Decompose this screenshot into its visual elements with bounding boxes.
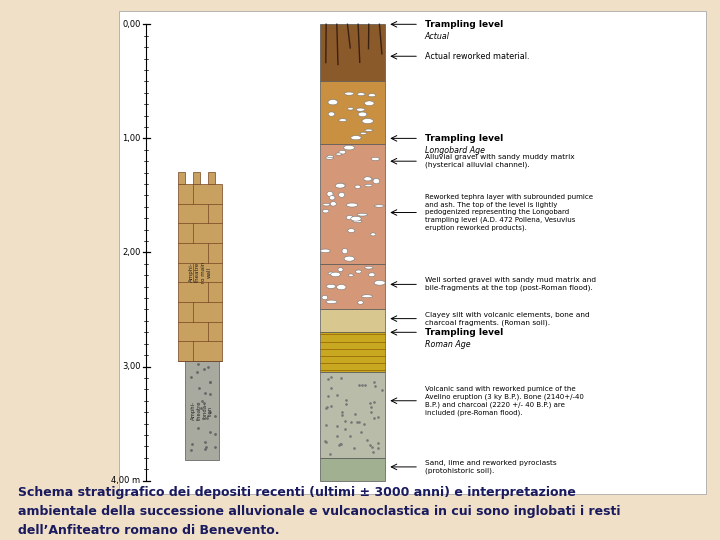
Ellipse shape [362, 118, 374, 124]
Ellipse shape [357, 93, 365, 96]
Ellipse shape [371, 233, 376, 236]
Ellipse shape [322, 295, 328, 300]
Ellipse shape [326, 300, 337, 303]
Text: Reworked tephra layer with subrounded pumice
and ash. The top of the level is li: Reworked tephra layer with subrounded pu… [425, 194, 593, 231]
Bar [320, 332, 385, 372]
Text: Actual reworked material.: Actual reworked material. [425, 52, 529, 60]
Ellipse shape [371, 157, 379, 160]
Ellipse shape [355, 185, 361, 188]
Bar [193, 172, 200, 184]
Bar [207, 172, 215, 184]
Text: 0,00: 0,00 [122, 20, 140, 29]
Ellipse shape [373, 179, 379, 184]
Ellipse shape [329, 195, 335, 200]
Text: 3,00: 3,00 [122, 362, 140, 371]
Ellipse shape [351, 217, 361, 221]
Ellipse shape [325, 157, 333, 159]
Ellipse shape [327, 191, 333, 197]
Ellipse shape [344, 256, 354, 261]
Bar [320, 24, 385, 82]
Ellipse shape [328, 112, 335, 116]
Ellipse shape [338, 268, 343, 272]
Ellipse shape [358, 112, 367, 117]
Ellipse shape [342, 248, 348, 254]
Ellipse shape [320, 249, 330, 253]
Text: Amphi-
theatre
ro main
wall: Amphi- theatre ro main wall [189, 262, 212, 283]
Text: 2,00: 2,00 [122, 248, 140, 257]
Ellipse shape [336, 183, 345, 188]
Text: Alluvial gravel with sandy muddy matrix
(hysterical alluvial channel).: Alluvial gravel with sandy muddy matrix … [425, 154, 575, 168]
Bar [320, 144, 385, 264]
Text: Well sorted gravel with sandy mud matrix and
bile-fragments at the top (post-Rom: Well sorted gravel with sandy mud matrix… [425, 278, 596, 292]
Ellipse shape [360, 132, 366, 134]
Text: Roman Age: Roman Age [425, 340, 470, 349]
Text: Actual: Actual [425, 32, 450, 40]
Ellipse shape [365, 184, 372, 187]
Ellipse shape [368, 93, 376, 97]
Ellipse shape [364, 101, 374, 106]
Ellipse shape [338, 192, 345, 198]
Ellipse shape [346, 203, 358, 207]
Bar [178, 172, 185, 184]
Ellipse shape [344, 92, 354, 95]
Bar [320, 309, 385, 332]
Ellipse shape [374, 280, 385, 285]
Ellipse shape [374, 205, 384, 207]
Ellipse shape [348, 229, 355, 233]
Ellipse shape [330, 272, 341, 276]
Ellipse shape [330, 201, 336, 206]
Text: Trampling level: Trampling level [425, 328, 503, 337]
Ellipse shape [337, 285, 346, 290]
Ellipse shape [351, 136, 361, 140]
Ellipse shape [358, 301, 364, 304]
Ellipse shape [364, 266, 373, 269]
Ellipse shape [353, 220, 362, 222]
Ellipse shape [326, 285, 336, 288]
Text: Longobard Age: Longobard Age [425, 146, 485, 155]
Ellipse shape [327, 155, 333, 158]
Bar [320, 372, 385, 458]
Text: Volcanic sand with reworked pumice of the
Avelino eruption (3 ky B.P.). Bone (21: Volcanic sand with reworked pumice of th… [425, 386, 584, 416]
Ellipse shape [365, 129, 373, 131]
Ellipse shape [328, 272, 334, 275]
Text: Trampling level: Trampling level [425, 134, 503, 143]
Ellipse shape [369, 273, 375, 276]
Bar [320, 24, 385, 82]
Ellipse shape [365, 178, 373, 181]
Bar [119, 11, 706, 494]
Ellipse shape [356, 270, 361, 273]
Ellipse shape [339, 150, 346, 154]
Ellipse shape [348, 274, 354, 276]
Text: Clayey silt with volcanic elements, bone and
charcoal fragments. (Roman soil).: Clayey silt with volcanic elements, bone… [425, 312, 590, 326]
Bar [320, 458, 385, 481]
Ellipse shape [364, 177, 372, 181]
Ellipse shape [348, 107, 354, 110]
Ellipse shape [338, 119, 347, 122]
Text: Trampling level: Trampling level [425, 20, 503, 29]
Bar [178, 184, 222, 361]
Ellipse shape [356, 108, 365, 111]
Ellipse shape [328, 99, 338, 105]
Text: 4,00 m: 4,00 m [112, 476, 140, 485]
Bar [320, 264, 385, 309]
Text: Amphi-
theatre
fonda-
tion: Amphi- theatre fonda- tion [191, 401, 213, 420]
Bar [320, 82, 385, 144]
Ellipse shape [336, 153, 342, 155]
Ellipse shape [361, 295, 372, 298]
Ellipse shape [323, 210, 329, 213]
Bar [185, 361, 219, 460]
Text: 1,00: 1,00 [122, 134, 140, 143]
Text: Schema stratigrafico dei depositi recenti (ultimi ± 3000 anni) e interpretazione: Schema stratigrafico dei depositi recent… [18, 487, 621, 537]
Ellipse shape [357, 213, 367, 216]
Ellipse shape [343, 145, 354, 150]
Text: Sand, lime and reworked pyroclasts
(protohistoric soil).: Sand, lime and reworked pyroclasts (prot… [425, 460, 557, 474]
Ellipse shape [323, 204, 330, 206]
Ellipse shape [336, 184, 345, 188]
Ellipse shape [346, 215, 354, 220]
